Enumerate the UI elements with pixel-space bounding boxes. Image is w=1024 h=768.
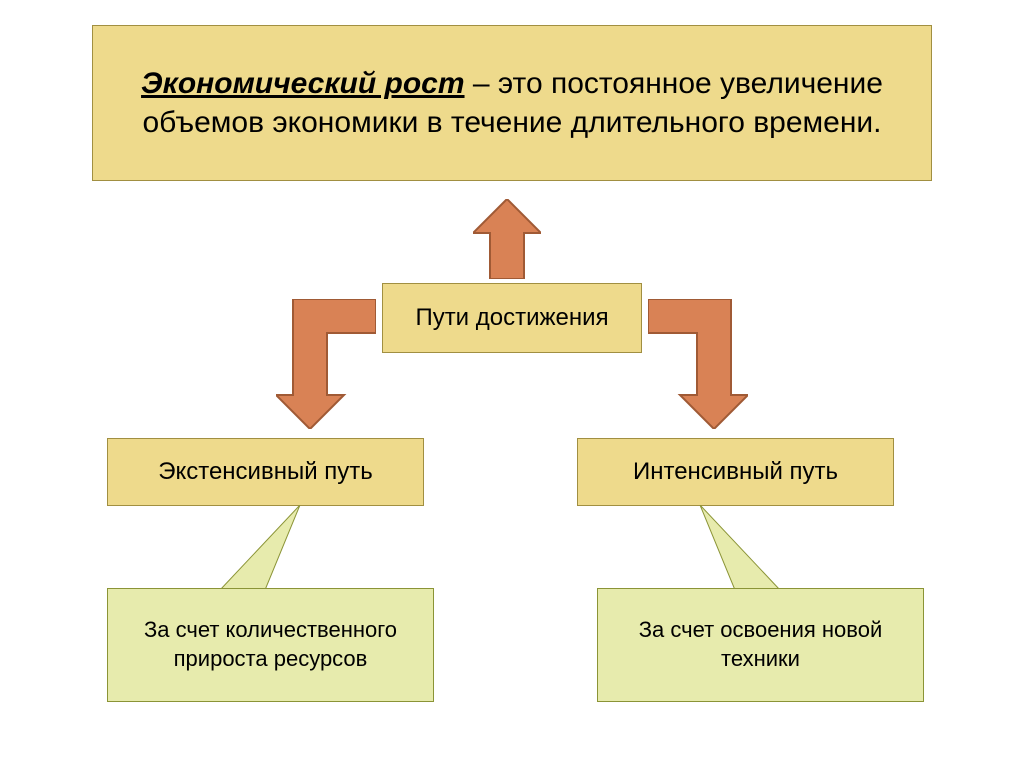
intensive-callout-box: За счет освоения новой техники — [597, 588, 924, 702]
extensive-callout-box: За счет количественного прироста ресурсо… — [107, 588, 434, 702]
intensive-callout-label: За счет освоения новой техники — [614, 616, 907, 673]
intensive-path-box: Интенсивный путь — [577, 438, 894, 506]
extensive-callout-label: За счет количественного прироста ресурсо… — [124, 616, 417, 673]
paths-box: Пути достижения — [382, 283, 642, 353]
definition-term: Экономический рост — [141, 67, 464, 100]
right-callout-tail-icon — [670, 505, 780, 595]
right-elbow-arrow-icon — [648, 299, 748, 429]
paths-label: Пути достижения — [415, 302, 608, 333]
extensive-path-box: Экстенсивный путь — [107, 438, 424, 506]
left-callout-tail-icon — [220, 505, 330, 595]
up-arrow-icon — [473, 199, 541, 279]
definition-box: Экономический рост – это постоянное увел… — [92, 25, 932, 181]
left-elbow-arrow-icon — [276, 299, 376, 429]
definition-text: Экономический рост – это постоянное увел… — [109, 64, 915, 142]
extensive-path-label: Экстенсивный путь — [158, 456, 373, 487]
intensive-path-label: Интенсивный путь — [633, 456, 838, 487]
